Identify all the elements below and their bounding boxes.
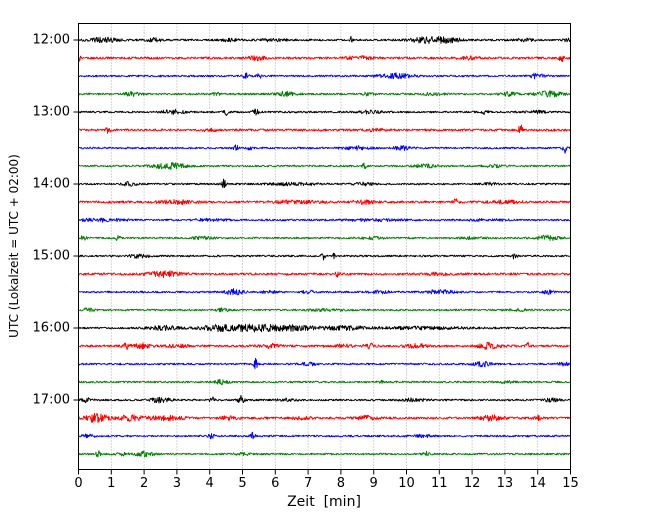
x-tick-label: 8	[336, 475, 346, 491]
waveform-trace-1500	[78, 252, 571, 261]
x-tick-label: 2	[139, 475, 149, 491]
waveform-trace-1545	[78, 307, 571, 313]
axes-frame	[78, 23, 571, 470]
waveform-trace-1700	[78, 394, 571, 404]
x-tick-label: 7	[303, 475, 313, 491]
waveform-trace-1745	[78, 450, 571, 458]
x-tick-label: 0	[74, 475, 83, 491]
x-tick-label: 11	[431, 475, 448, 491]
x-tick-label: 1	[107, 475, 116, 491]
y-tick-label: 13:00	[32, 104, 70, 120]
y-tick-label: 12:00	[32, 32, 70, 48]
y-tick-label: 17:00	[32, 392, 70, 408]
waveform-trace-1245	[78, 90, 571, 98]
waveform-trace-1300	[78, 108, 571, 117]
y-tick-label: 15:00	[32, 248, 70, 264]
waveform-trace-1345	[78, 162, 571, 170]
x-tick-label: 14	[529, 475, 546, 491]
waveform-trace-1400	[78, 178, 571, 189]
waveform-trace-1600	[78, 323, 571, 333]
waveform-trace-1230	[78, 72, 571, 80]
waveform-trace-1630	[78, 357, 571, 370]
waveform-trace-1330	[78, 144, 571, 154]
waveform-trace-1645	[78, 378, 571, 386]
x-tick-label: 9	[369, 475, 378, 491]
waveform-trace-1530	[78, 288, 571, 296]
y-tick-label: 16:00	[32, 320, 70, 336]
x-tick-label: 12	[463, 475, 481, 491]
waveform-trace-1715	[78, 412, 571, 424]
waveform-trace-1615	[78, 341, 571, 351]
x-tick-label: 6	[271, 475, 280, 491]
waveform-trace-1445	[78, 234, 571, 242]
x-tick-label: 3	[172, 475, 182, 491]
y-tick-label: 14:00	[32, 176, 70, 192]
waveform-trace-1215	[78, 55, 571, 63]
x-tick-label: 5	[238, 475, 247, 491]
waveform-trace-1515	[78, 270, 571, 279]
x-tick-label: 4	[205, 475, 214, 491]
waveform-trace-1415	[78, 198, 571, 206]
waveform-trace-1315	[78, 124, 571, 134]
x-axis-label: Zeit [min]	[287, 494, 361, 510]
waveform-trace-1430	[78, 217, 571, 223]
x-tick-label: 13	[496, 475, 514, 491]
waveform-trace-1200	[78, 35, 571, 44]
x-tick-label: 15	[562, 475, 579, 491]
x-tick-label: 10	[398, 475, 415, 491]
waveform-trace-1730	[78, 431, 571, 440]
